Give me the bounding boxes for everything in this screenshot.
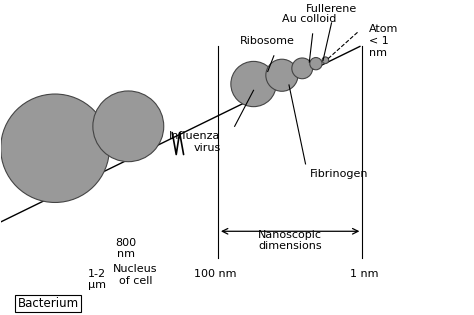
Text: Bacterium: Bacterium — [18, 297, 79, 310]
Ellipse shape — [0, 94, 109, 203]
Text: Nucleus
of cell: Nucleus of cell — [113, 264, 158, 286]
Text: Atom
< 1
nm: Atom < 1 nm — [369, 25, 399, 58]
Ellipse shape — [231, 61, 276, 107]
Text: 1-2
μm: 1-2 μm — [88, 269, 106, 290]
Ellipse shape — [310, 58, 322, 70]
Ellipse shape — [93, 91, 164, 162]
Text: 800
nm: 800 nm — [115, 238, 137, 259]
Text: Influenza
virus: Influenza virus — [169, 131, 220, 152]
Ellipse shape — [266, 59, 298, 91]
Text: Nanoscopic
dimensions: Nanoscopic dimensions — [258, 230, 322, 251]
Ellipse shape — [292, 58, 313, 79]
Ellipse shape — [322, 57, 328, 64]
Text: Fullerene: Fullerene — [306, 3, 357, 14]
Text: 1 nm: 1 nm — [350, 269, 379, 279]
Text: Au colloid: Au colloid — [282, 14, 336, 25]
Text: Fibrinogen: Fibrinogen — [310, 169, 369, 179]
Text: 100 nm: 100 nm — [194, 269, 237, 279]
Text: Ribosome: Ribosome — [240, 37, 295, 46]
